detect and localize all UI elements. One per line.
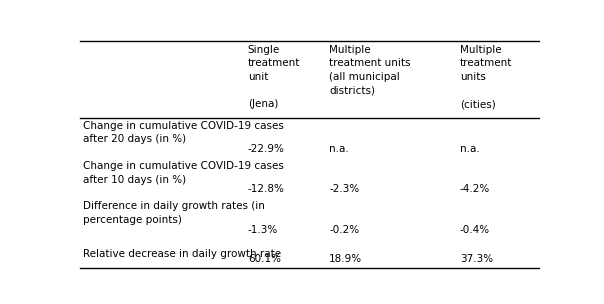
Text: 60.1%: 60.1%: [248, 254, 281, 264]
Text: n.a.: n.a.: [460, 144, 480, 154]
Text: -12.8%: -12.8%: [248, 185, 284, 195]
Text: Multiple
treatment units
(all municipal
districts): Multiple treatment units (all municipal …: [329, 45, 411, 95]
Text: -0.4%: -0.4%: [460, 225, 490, 235]
Text: -22.9%: -22.9%: [248, 144, 284, 154]
Text: -2.3%: -2.3%: [329, 185, 359, 195]
Text: Single
treatment
unit

(Jena): Single treatment unit (Jena): [248, 45, 300, 109]
Text: Relative decrease in daily growth rate: Relative decrease in daily growth rate: [83, 249, 281, 259]
Text: 18.9%: 18.9%: [329, 254, 362, 264]
Text: n.a.: n.a.: [329, 144, 349, 154]
Text: 37.3%: 37.3%: [460, 254, 493, 264]
Text: -4.2%: -4.2%: [460, 185, 490, 195]
Text: Change in cumulative COVID-19 cases
after 20 days (in %): Change in cumulative COVID-19 cases afte…: [83, 121, 283, 144]
Text: -1.3%: -1.3%: [248, 225, 278, 235]
Text: Change in cumulative COVID-19 cases
after 10 days (in %): Change in cumulative COVID-19 cases afte…: [83, 161, 283, 185]
Text: Multiple
treatment
units

(cities): Multiple treatment units (cities): [460, 45, 512, 109]
Text: Difference in daily growth rates (in
percentage points): Difference in daily growth rates (in per…: [83, 202, 265, 225]
Text: -0.2%: -0.2%: [329, 225, 359, 235]
